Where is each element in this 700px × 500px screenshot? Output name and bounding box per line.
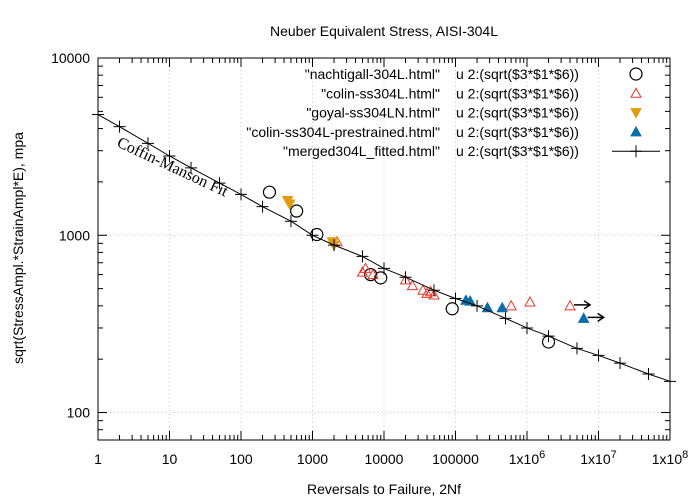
legend-entry: "goyal-ss304LN.html" u 2:(sqrt($3*$1*$6)) <box>306 105 642 121</box>
annotation-layer: Coffin-Manson Fit <box>114 134 606 322</box>
legend-entry-label: "colin-ss304L-prestrained.html" <box>246 124 440 140</box>
data-point <box>399 273 412 285</box>
x-tick-exponent: 7 <box>611 449 617 461</box>
x-tick-label: 1x108 <box>652 449 688 467</box>
data-layer <box>92 108 676 388</box>
data-point <box>629 67 643 81</box>
legend-entry: "colin-ss304L.html" u 2:(sqrt($3*$1*$6)) <box>321 85 642 101</box>
data-point <box>421 287 433 298</box>
legend-entry: "nachtigall-304L.html" u 2:(sqrt($3*$1*$6… <box>305 66 643 82</box>
data-point <box>399 271 412 284</box>
series-filled-triangle <box>460 294 590 323</box>
data-point <box>564 299 576 311</box>
runout-arrow <box>574 300 592 310</box>
data-point <box>374 271 388 285</box>
data-point <box>496 301 509 313</box>
data-point <box>449 292 462 305</box>
legend-entry-using: u 2:(sqrt($3*$1*$6)) <box>456 124 579 140</box>
data-point <box>417 284 429 295</box>
data-point <box>356 250 369 263</box>
legend-entry-label: "nachtigall-304L.html" <box>305 66 440 82</box>
x-tick-label: 1x107 <box>580 449 616 467</box>
y-tick-label: 1000 <box>59 227 90 243</box>
x-tick-label: 10000 <box>365 451 404 467</box>
x-tick-label: 1x106 <box>509 449 545 467</box>
data-point <box>521 321 533 334</box>
legend-entry-label: "goyal-ss304LN.html" <box>306 105 440 121</box>
data-point <box>577 312 590 323</box>
x-tick-exponent: 8 <box>682 449 688 461</box>
runout-arrow-shape <box>587 312 606 322</box>
data-point <box>306 229 319 242</box>
data-point <box>630 108 642 119</box>
data-point <box>367 268 379 280</box>
x-tick-label: 1 <box>94 451 102 467</box>
legend-entry-using: u 2:(sqrt($3*$1*$6)) <box>456 66 579 82</box>
runout-arrow <box>587 312 606 322</box>
data-point <box>642 367 655 380</box>
y-tick-label: 10000 <box>51 50 90 66</box>
data-point <box>570 342 583 355</box>
data-point <box>235 188 247 201</box>
legend-entry-label: "colin-ss304L.html" <box>321 85 440 101</box>
data-point <box>364 267 378 282</box>
data-point <box>262 185 277 199</box>
legend: "nachtigall-304L.html" u 2:(sqrt($3*$1*$6… <box>246 66 660 159</box>
data-point <box>524 296 536 307</box>
data-point <box>427 284 440 297</box>
data-point <box>284 215 297 228</box>
chart-title: Neuber Equivalent Stress, AISI-304L <box>270 23 498 39</box>
data-point <box>499 312 512 325</box>
legend-entry-using: u 2:(sqrt($3*$1*$6)) <box>456 105 579 121</box>
data-point <box>113 120 126 133</box>
data-point <box>256 200 269 213</box>
legend-entry-label: "merged304L_fitted.html" <box>283 143 440 159</box>
data-point <box>356 266 369 277</box>
data-point <box>290 204 304 218</box>
data-point <box>445 302 459 316</box>
data-point <box>630 87 642 98</box>
data-point <box>359 262 372 273</box>
data-point <box>542 330 555 343</box>
data-point <box>185 161 198 174</box>
data-point <box>630 145 642 158</box>
x-tick-label: 100 <box>229 451 253 467</box>
x-tick-exponent: 6 <box>539 449 545 461</box>
y-axis-label: sqrt(StressAmpl.*StrainAmpl*E), mpa <box>10 132 26 364</box>
data-point <box>141 137 154 150</box>
legend-entry: "merged304L_fitted.html" u 2:(sqrt($3*$1*… <box>283 143 660 159</box>
data-point <box>328 239 341 252</box>
data-point <box>428 289 440 300</box>
x-tick-label: 10 <box>162 451 178 467</box>
y-tick-label: 100 <box>67 405 91 421</box>
data-point <box>283 199 296 211</box>
data-point <box>163 150 176 163</box>
data-point <box>505 299 517 311</box>
data-point <box>664 375 676 388</box>
data-point <box>406 279 419 291</box>
data-point <box>378 262 390 275</box>
runout-arrow-shape <box>574 300 592 310</box>
legend-entry-using: u 2:(sqrt($3*$1*$6)) <box>456 143 579 159</box>
data-point <box>213 177 226 190</box>
x-axis-label: Reversals to Failure, 2Nf <box>307 481 461 497</box>
data-point <box>630 125 642 137</box>
fit-annotation: Coffin-Manson Fit <box>114 134 231 200</box>
x-tick-label: 1000 <box>297 451 328 467</box>
data-point <box>614 357 627 370</box>
x-tick-label: 100000 <box>432 451 479 467</box>
legend-entry: "colin-ss304L-prestrained.html" u 2:(sqrt… <box>246 124 642 140</box>
axis-layer: 1 10 100 1000 10000 100000 1x106 1x107 1x108 100 1… <box>51 50 688 467</box>
series-open-circle <box>262 185 556 349</box>
series-plus-line <box>92 108 676 388</box>
data-point <box>592 349 605 362</box>
data-point <box>92 108 104 121</box>
legend-entry-using: u 2:(sqrt($3*$1*$6)) <box>456 85 579 101</box>
data-point <box>471 299 484 312</box>
